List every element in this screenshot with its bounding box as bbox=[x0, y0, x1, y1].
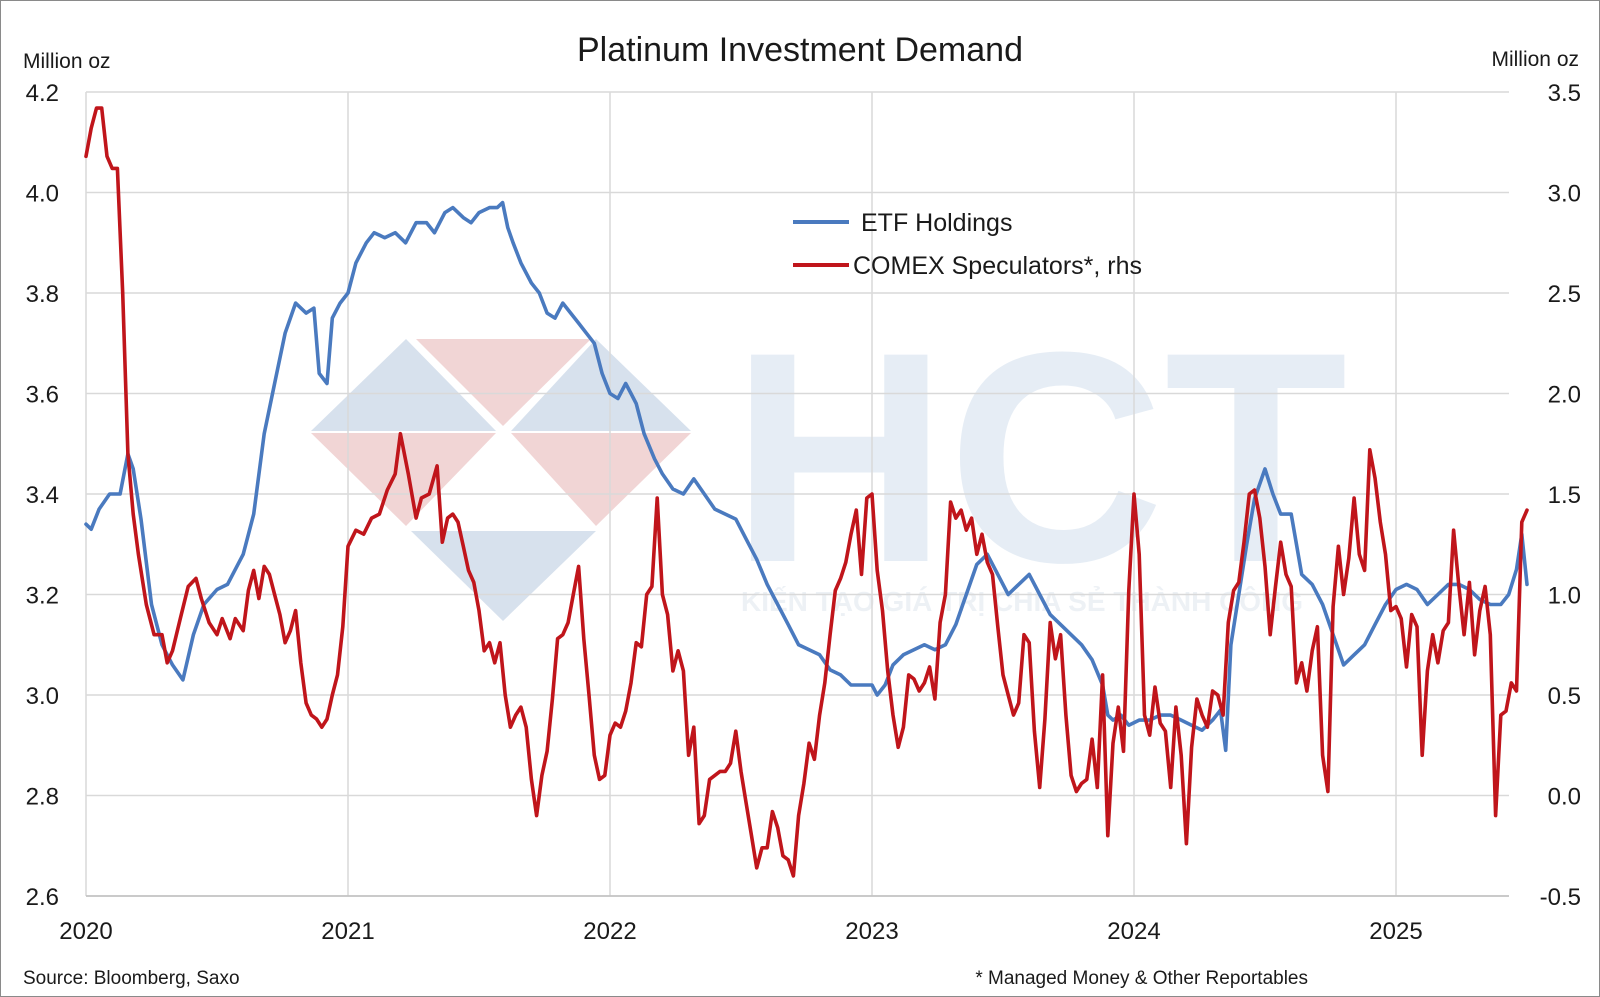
y-right-tick-label: 3.5 bbox=[1548, 80, 1581, 107]
right-axis-unit: Million oz bbox=[1491, 48, 1579, 71]
y-right-tick-label: 1.5 bbox=[1548, 482, 1581, 509]
y-left-tick-label: 2.8 bbox=[26, 784, 59, 811]
y-right-tick-label: 1.0 bbox=[1548, 583, 1581, 610]
x-tick-label: 2023 bbox=[845, 918, 898, 945]
legend: ETF Holdings COMEX Speculators*, rhs bbox=[793, 209, 1142, 280]
comex-speculators-line bbox=[84, 106, 1529, 878]
watermark-diamond-bottom bbox=[411, 531, 596, 621]
source-footnote: Source: Bloomberg, Saxo bbox=[23, 968, 240, 989]
legend-label-comex: COMEX Speculators*, rhs bbox=[853, 252, 1142, 280]
watermark-logo-text: HCT bbox=[731, 289, 1348, 625]
y-left-tick-label: 3.2 bbox=[26, 583, 59, 610]
x-tick-label: 2020 bbox=[59, 918, 112, 945]
x-tick-label: 2025 bbox=[1369, 918, 1422, 945]
watermark-diamond-left-bottom bbox=[311, 433, 496, 526]
watermark-diamond-right-bottom bbox=[511, 433, 691, 526]
y-left-tick-label: 4.0 bbox=[26, 181, 59, 208]
legend-label-etf: ETF Holdings bbox=[861, 209, 1012, 237]
series-layer bbox=[84, 106, 1529, 878]
watermark-logo: HCT KIẾN TẠO GIÁ TRỊ CHIA SẺ THÀNH CÔNG bbox=[311, 289, 1348, 625]
y-right-tick-label: 2.0 bbox=[1548, 382, 1581, 409]
y-left-tick-label: 3.0 bbox=[26, 683, 59, 710]
etf-holdings-line bbox=[84, 200, 1529, 753]
asterisk-footnote: * Managed Money & Other Reportables bbox=[975, 968, 1308, 989]
x-tick-label: 2024 bbox=[1107, 918, 1160, 945]
y-left-tick-label: 3.8 bbox=[26, 281, 59, 308]
watermark-diamond-right-top bbox=[511, 339, 691, 431]
y-right-tick-label: 2.5 bbox=[1548, 281, 1581, 308]
y-left-tick-label: 3.4 bbox=[26, 482, 59, 509]
y-right-tick-label: 3.0 bbox=[1548, 181, 1581, 208]
watermark-diamond-top bbox=[416, 339, 591, 426]
y-left-tick-labels: 2.6 2.8 3.0 3.2 3.4 3.6 3.8 4.0 4.2 bbox=[26, 80, 59, 911]
y-left-tick-label: 3.6 bbox=[26, 382, 59, 409]
chart-title: Platinum Investment Demand bbox=[577, 31, 1023, 69]
left-axis-unit: Million oz bbox=[23, 50, 111, 73]
watermark-diamond-left-top bbox=[311, 339, 496, 431]
y-right-tick-label: 0.5 bbox=[1548, 683, 1581, 710]
y-right-tick-label: -0.5 bbox=[1540, 884, 1581, 911]
y-left-tick-label: 2.6 bbox=[26, 884, 59, 911]
x-tick-label: 2022 bbox=[583, 918, 636, 945]
y-left-tick-label: 4.2 bbox=[26, 80, 59, 107]
x-tick-labels: 2020 2021 2022 2023 2024 2025 bbox=[59, 918, 1422, 945]
x-tick-label: 2021 bbox=[321, 918, 374, 945]
grid-lines bbox=[85, 91, 1509, 897]
watermark-tagline: KIẾN TẠO GIÁ TRỊ CHIA SẺ THÀNH CÔNG bbox=[741, 585, 1303, 617]
y-right-tick-label: 0.0 bbox=[1548, 784, 1581, 811]
y-right-tick-labels: -0.5 0.0 0.5 1.0 1.5 2.0 2.5 3.0 3.5 bbox=[1540, 80, 1581, 911]
